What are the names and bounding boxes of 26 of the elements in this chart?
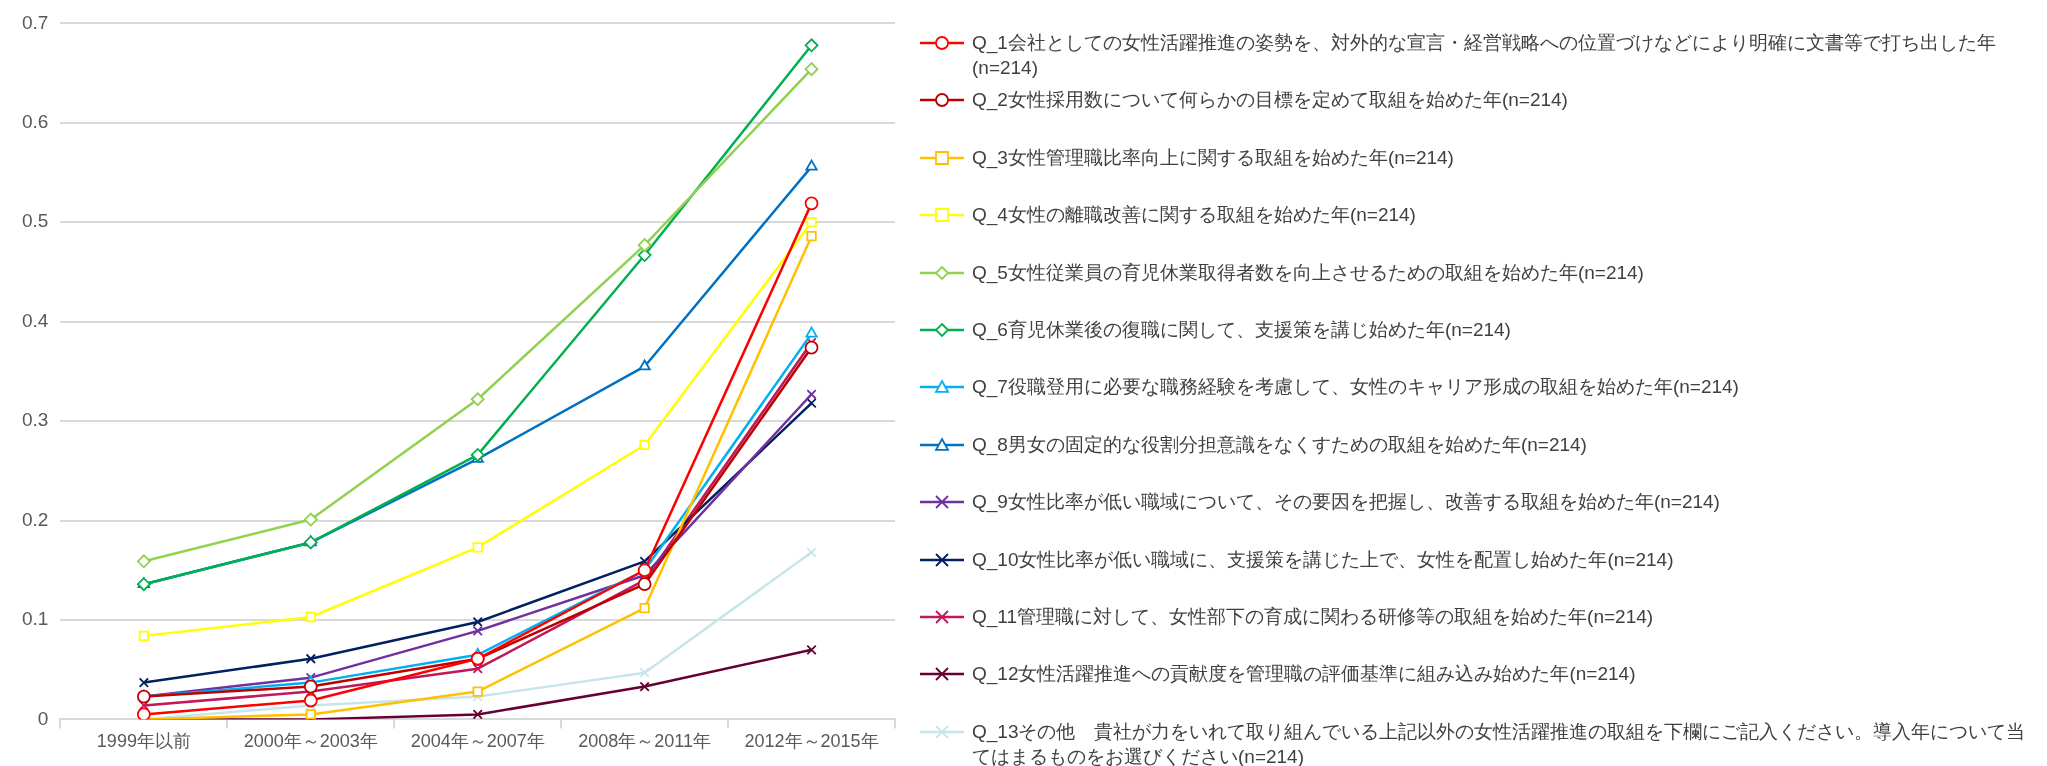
legend-label: Q_13その他 貴社が力をいれて取り組んでいる上記以外の女性活躍推進の取組を下欄にご記入ください。導入年について当てはまるものをお選びください(n=214) (972, 719, 2027, 766)
legend-label: Q_12女性活躍推進への貢献度を管理職の評価基準に組み込み始めた年(n=214) (972, 662, 1637, 687)
x-tick-label: 2000年～2003年 (243, 731, 378, 752)
y-tick-label: 0 (37, 707, 49, 729)
legend-label: Q_10女性比率が低い職域に、支援策を講じた上で、女性を配置し始めた年(n=214) (972, 547, 1675, 572)
y-tick-label: 0.2 (21, 508, 49, 530)
y-tick-label: 0.1 (21, 608, 49, 630)
legend-label: Q_9女性比率が低い職域について、その要因を把握し、改善する取組を始めた年(n=214) (972, 490, 1721, 515)
legend-label: Q_1会社としての女性活躍推進の姿勢を、対外的な宣言・経営戦略への位置づけなどにより明確に文書等で打ち出した年(n=214) (972, 31, 1997, 80)
legend-label: Q_8男女の固定的な役割分担意識をなくすための取組を始めた年(n=214) (972, 432, 1588, 457)
legend-label: Q_5女性従業員の育児休業取得者数を向上させるための取組を始めた年(n=214) (972, 260, 1645, 285)
x-tick-label: 1999年以前 (96, 731, 191, 752)
x-tick-label: 2012年～2015年 (744, 731, 879, 752)
y-tick-label: 0.5 (21, 210, 49, 232)
y-tick-label: 0.6 (21, 111, 49, 133)
legend-label: Q_3女性管理職比率向上に関する取組を始めた年(n=214) (972, 145, 1455, 170)
y-tick-label: 0.4 (21, 309, 49, 331)
x-tick-label: 2004年～2007年 (410, 731, 545, 752)
legend-label: Q_11管理職に対して、女性部下の育成に関わる研修等の取組を始めた年(n=214) (972, 604, 1655, 629)
y-tick-label: 0.3 (21, 409, 49, 431)
legend-label: Q_7役職登用に必要な職務経験を考慮して、女性のキャリア形成の取組を始めた年(n=214) (972, 375, 1740, 400)
y-tick-label: 0.7 (21, 11, 49, 33)
legend-label: Q_6育児休業後の復職に関して、支援策を講じ始めた年(n=214) (972, 317, 1512, 342)
legend-label: Q_2女性採用数について何らかの目標を定めて取組を始めた年(n=214) (972, 88, 1569, 113)
legend-label: Q_4女性の離職改善に関する取組を始めた年(n=214) (972, 203, 1417, 228)
x-tick-label: 2008年～2011年 (578, 731, 711, 752)
